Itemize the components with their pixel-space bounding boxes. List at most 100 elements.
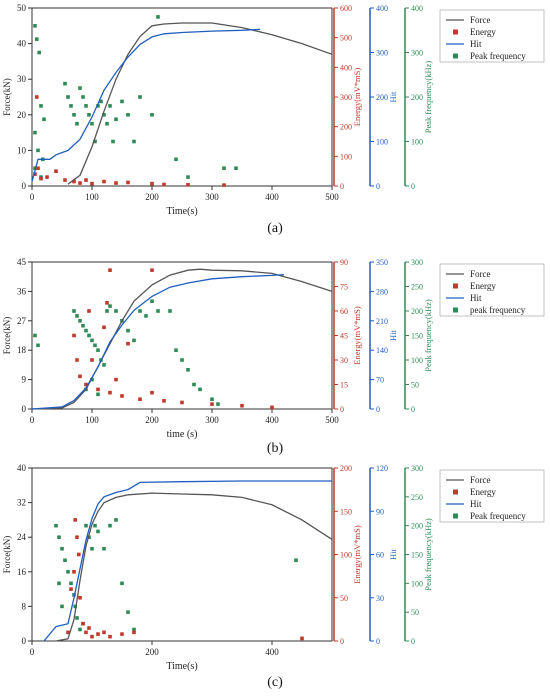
axis-tick-label-1: 100 [340,152,352,161]
peak-frequency-point [132,627,136,632]
peak-frequency-point [37,50,41,55]
legend-square-swatch [453,489,458,495]
axis-tick-label-3: 50 [411,381,419,390]
peak-frequency-point [126,328,130,333]
energy-point [90,634,94,639]
axis-tick-label-1: 30 [340,356,348,365]
peak-frequency-point [174,157,178,162]
peak-frequency-point [126,113,130,117]
peak-frequency-point [81,95,85,99]
legend-square-swatch [453,513,458,519]
x-tick-label: 400 [265,415,279,425]
y-tick-label: 9 [22,375,27,385]
force-axis-label: Force(kN) [2,78,12,116]
y-tick-label: 32 [17,498,26,508]
legend-label: Hit [470,499,482,509]
peak-frequency-point [105,309,109,313]
peak-frequency-point [102,546,106,551]
peak-frequency-point [126,610,130,614]
peak-frequency-point [105,121,109,126]
peak-frequency-point [69,581,73,586]
axis-tick-label-1: 75 [340,283,348,292]
axis-tick-label-1: 150 [340,507,352,516]
energy-point [162,182,166,187]
peak-frequency-point [78,319,82,323]
peak-frequency-point [84,328,88,333]
peak-frequency-point [156,309,160,313]
x-tick-label: 0 [30,415,35,425]
x-tick-label: 100 [85,192,99,202]
peak-frequency-point [96,392,100,397]
energy-point [87,626,91,630]
y-tick-label: 45 [17,257,27,267]
energy-point [78,595,82,600]
legend: Force Energy Hit Peak frequency [439,469,545,523]
legend-label: Energy [470,281,496,291]
axis-tick-label-1: 45 [340,332,348,341]
peak-frequency-point [99,99,103,104]
plot-frame [31,261,333,410]
axis-label-2: Hit [388,329,398,341]
axis-label-1: Energy(mV*mS) [352,306,362,365]
peak-frequency-point [108,523,112,528]
axis-tick-label-2: 30 [376,594,384,603]
peak-frequency-point [63,558,67,563]
x-tick-label: 200 [145,415,159,425]
peak-frequency-point [150,299,154,303]
peak-frequency-point [96,104,100,108]
peak-frequency-point [144,314,148,318]
peak-frequency-point [90,546,94,551]
peak-frequency-point [168,309,172,313]
peak-frequency-point [120,99,124,104]
axis-tick-label-3: 50 [411,608,419,617]
axis-tick-label-1: 400 [340,63,352,72]
energy-point [36,166,40,170]
axis-tick-label-1: 200 [340,123,352,132]
energy-point [120,394,124,398]
energy-point [45,175,49,179]
panel-label: (a) [267,221,283,236]
force-axis-label: Force(kN) [2,317,12,355]
axis-tick-label-3: 300 [411,49,423,58]
axis-tick-label-1: 300 [340,93,352,102]
axis-tick-label-2: 200 [376,93,388,102]
x-tick-label: 200 [145,192,159,202]
axis-tick-label-1: 90 [340,258,348,267]
axis-tick-label-3: 100 [411,356,423,365]
axis-tick-label-3: 400 [411,4,423,13]
legend-box [439,263,545,317]
hit-line [31,28,261,182]
peak-frequency-point [87,113,91,117]
energy-point [102,630,106,635]
y-tick-label: 0 [22,404,27,414]
energy-point [33,172,37,176]
axis-tick-label-2: 140 [376,346,388,355]
energy-point [63,178,67,182]
energy-point [72,179,76,184]
peak-frequency-point [138,95,142,99]
hit-line [31,273,285,410]
peak-frequency-point [102,363,106,367]
axis-tick-label-1: 50 [340,594,348,603]
peak-frequency-point [69,104,73,108]
peak-frequency-point [72,309,76,313]
axis-tick-label-2: 0 [376,182,380,191]
energy-point [270,405,274,410]
axis-tick-label-3: 300 [411,258,423,267]
y-tick-label: 10 [17,145,27,155]
axis-tick-label-1: 500 [340,34,352,43]
legend-square-swatch [453,29,458,35]
axis-tick-label-2: 300 [376,49,388,58]
legend-label: Energy [470,487,496,497]
peak-frequency-point [75,121,79,126]
energy-point [126,180,130,185]
energy-point [96,387,100,392]
axis-tick-label-3: 250 [411,493,423,502]
peak-frequency-point [174,348,178,352]
peak-frequency-point [36,343,40,348]
y-tick-label: 40 [17,39,27,49]
axis-tick-label-1: 200 [340,464,352,473]
axis-tick-label-3: 0 [411,182,415,191]
peak-frequency-point [120,581,124,586]
